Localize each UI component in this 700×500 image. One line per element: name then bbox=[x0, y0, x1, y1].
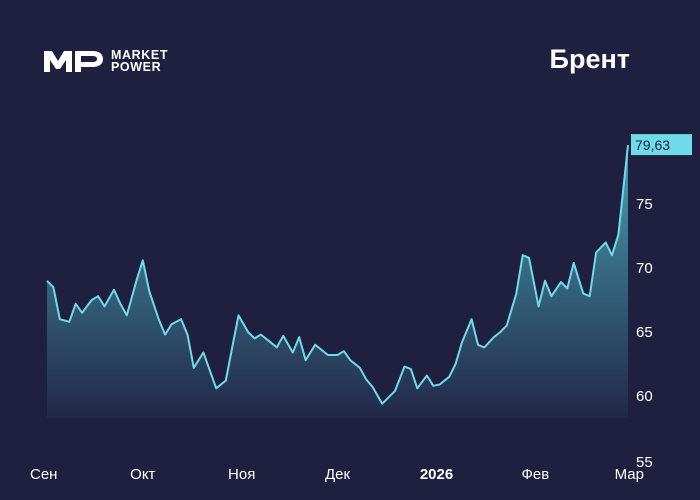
x-tick-label: Ноя bbox=[228, 466, 255, 483]
x-tick-label: Мар bbox=[615, 466, 644, 483]
x-tick-label: Окт bbox=[130, 466, 155, 483]
x-tick-label: 2026 bbox=[420, 466, 453, 483]
logo-line-2: POWER bbox=[111, 60, 162, 74]
logo-line-1: MARKET bbox=[111, 48, 169, 62]
x-tick-label: Фев bbox=[522, 466, 550, 483]
y-tick-label: 75 bbox=[636, 196, 653, 213]
x-tick-label: Сен bbox=[30, 466, 57, 483]
y-tick-label: 70 bbox=[636, 260, 653, 277]
logo-text: MARKET POWER bbox=[111, 48, 169, 74]
last-value-box bbox=[631, 134, 692, 156]
price-line bbox=[46, 144, 629, 405]
y-tick-label: 65 bbox=[636, 324, 653, 341]
price-area bbox=[47, 145, 628, 418]
y-tick-label: 60 bbox=[636, 388, 653, 405]
x-tick-label: Дек bbox=[325, 466, 351, 483]
last-value-label: 79,63 bbox=[635, 137, 670, 153]
brand-logo: MARKET POWER bbox=[42, 46, 168, 76]
page-title: Брент bbox=[549, 44, 630, 74]
market-power-logo-icon bbox=[44, 51, 103, 72]
y-tick-label: 55 bbox=[636, 454, 653, 471]
